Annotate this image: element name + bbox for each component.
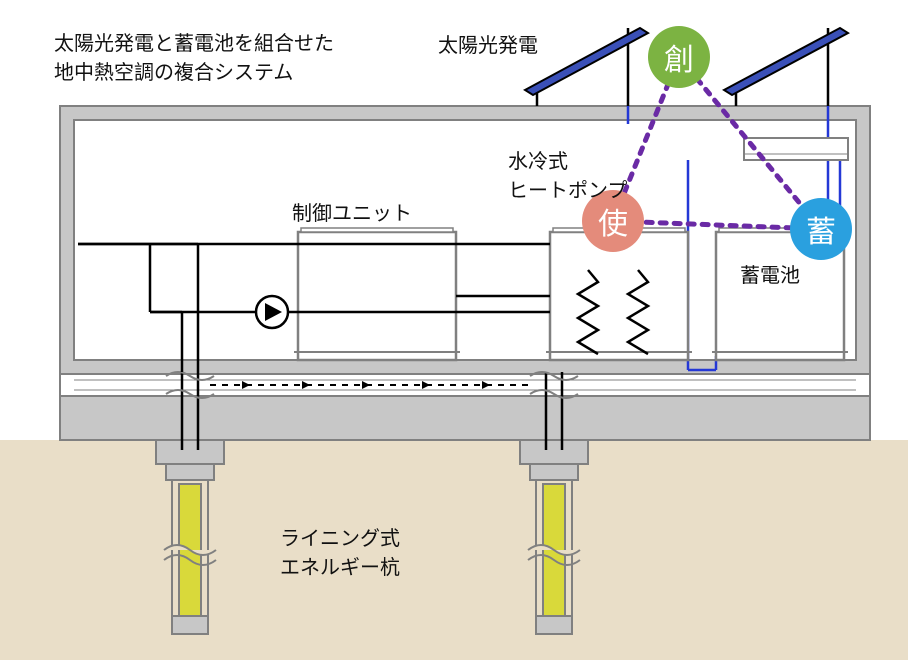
node-store: 蓄 — [790, 198, 852, 260]
label-solar: 太陽光発電 — [438, 32, 538, 61]
label-battery: 蓄電池 — [740, 262, 800, 291]
label-heatpump: 水冷式ヒートポンプ — [508, 148, 627, 206]
diagram-title: 太陽光発電と蓄電池を組合せた地中熱空調の複合システム — [54, 30, 334, 88]
label-control: 制御ユニット — [292, 200, 412, 229]
label-heatpump-2: ヒートポンプ — [508, 180, 627, 202]
label-pile-2: エネルギー杭 — [280, 557, 400, 579]
node-create: 創 — [648, 26, 710, 88]
label-heatpump-1: 水冷式 — [508, 151, 568, 173]
title-line2: 地中熱空調の複合システム — [54, 62, 293, 84]
title-line1: 太陽光発電と蓄電池を組合せた — [54, 33, 334, 55]
label-control: 制御ユニット — [292, 203, 412, 225]
label-pile: ライニング式エネルギー杭 — [280, 525, 400, 583]
label-solar: 太陽光発電 — [438, 35, 538, 57]
label-battery: 蓄電池 — [740, 265, 800, 287]
label-pile-1: ライニング式 — [280, 528, 400, 550]
